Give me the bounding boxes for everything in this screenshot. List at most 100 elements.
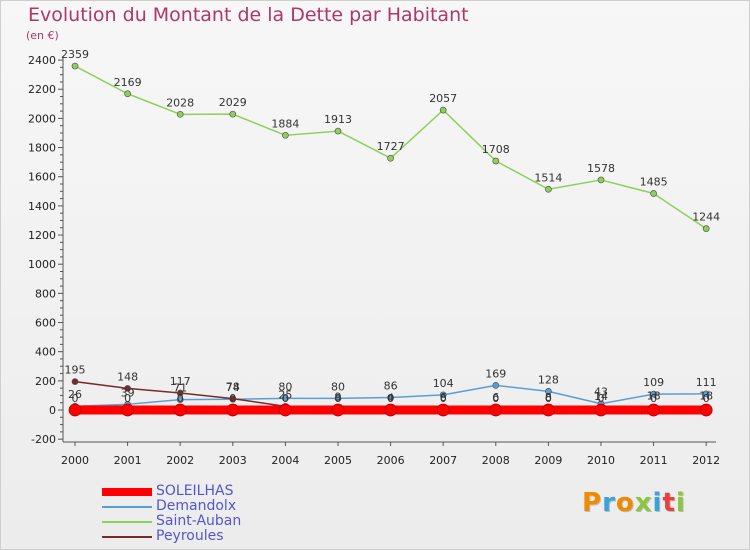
y-tick-label: 1200: [28, 229, 56, 242]
point-demandolx: [439, 391, 447, 399]
data-label-soleilhas: 0: [492, 392, 499, 405]
x-tick-label: 2001: [114, 454, 142, 467]
legend-swatch-saint-auban: [102, 521, 152, 523]
x-tick-label: 2010: [587, 454, 615, 467]
legend-swatch-soleilhas: [102, 488, 152, 496]
data-label-demandolx: 80: [278, 380, 292, 393]
y-tick-label: 800: [35, 287, 56, 300]
data-label-saint-auban: 1485: [640, 175, 668, 188]
point-saint-auban: [124, 90, 131, 98]
data-label-saint-auban: 1913: [324, 113, 352, 126]
data-label-saint-auban: 2028: [166, 96, 194, 109]
data-label-demandolx: 26: [68, 388, 82, 401]
point-soleilhas: [594, 403, 608, 417]
data-label-demandolx: 169: [485, 367, 506, 380]
x-tick-label: 2006: [377, 454, 405, 467]
point-peyroules: [71, 378, 79, 385]
data-label-demandolx: 43: [594, 386, 608, 399]
point-saint-auban: [387, 154, 394, 162]
point-soleilhas: [68, 403, 82, 417]
point-demandolx: [702, 390, 710, 398]
point-saint-auban: [439, 106, 447, 114]
x-tick-label: 2003: [219, 454, 247, 467]
data-label-soleilhas: 0: [177, 392, 184, 405]
point-peyroules: [229, 395, 237, 402]
data-label-peyroules: 8: [545, 391, 552, 404]
data-label-peyroules: 6: [440, 391, 447, 404]
chart-unit: (en €): [26, 29, 59, 42]
data-label-demandolx: 80: [331, 380, 345, 393]
data-label-demandolx: 74: [226, 381, 240, 394]
point-soleilhas: [173, 403, 187, 417]
point-soleilhas: [279, 403, 292, 417]
point-saint-auban: [545, 185, 552, 193]
data-label-demandolx: 86: [384, 379, 398, 392]
x-tick-label: 2004: [271, 454, 299, 467]
data-label-saint-auban: 1578: [587, 162, 615, 175]
x-tick-label: 2012: [692, 454, 720, 467]
data-label-peyroules: 14: [594, 390, 608, 403]
point-demandolx: [650, 390, 657, 398]
point-saint-auban: [334, 127, 342, 135]
y-tick-label: 1400: [28, 200, 56, 213]
axes: -200020040060080010001200140016001800200…: [28, 54, 720, 467]
y-tick-label: 1800: [28, 142, 56, 155]
x-tick-label: 2000: [61, 454, 89, 467]
point-saint-auban: [71, 62, 79, 70]
data-label-saint-auban: 2359: [61, 48, 89, 61]
y-tick-label: 1600: [28, 171, 56, 184]
x-tick-label: 2008: [482, 454, 510, 467]
chart-title: Evolution du Montant de la Dette par Hab…: [28, 4, 469, 26]
proxiti-logo: Proxiti: [582, 488, 686, 518]
point-soleilhas: [489, 403, 503, 417]
point-saint-auban: [702, 225, 710, 232]
point-saint-auban: [650, 190, 657, 197]
data-label-soleilhas: 0: [124, 392, 131, 405]
data-label-peyroules: 18: [699, 389, 713, 402]
data-label-demandolx: 71: [173, 382, 187, 395]
point-soleilhas: [647, 403, 660, 417]
data-label-saint-auban: 1727: [377, 140, 405, 153]
legend-label-demandolx: Demandolx: [156, 498, 237, 514]
data-label-soleilhas: 0: [703, 392, 710, 405]
data-label-soleilhas: 0: [440, 392, 447, 405]
data-label-peyroules: 18: [647, 389, 661, 402]
point-saint-auban: [176, 110, 184, 118]
data-label-peyroules: 9: [335, 391, 342, 404]
point-demandolx: [387, 394, 394, 401]
data-label-saint-auban: 2057: [429, 92, 457, 105]
point-soleilhas: [226, 403, 240, 417]
point-demandolx: [492, 382, 500, 389]
point-soleilhas: [699, 403, 713, 417]
data-label-demandolx: 109: [643, 376, 664, 389]
data-label-saint-auban: 1244: [692, 211, 720, 224]
x-tick-label: 2007: [429, 454, 457, 467]
data-label-peyroules: 148: [117, 370, 138, 383]
point-saint-auban: [492, 157, 500, 165]
data-label-soleilhas: 0: [282, 392, 289, 405]
x-tick-label: 2009: [534, 454, 562, 467]
y-tick-label: 600: [35, 317, 56, 330]
y-tick-label: 200: [35, 375, 56, 388]
legend-swatch-peyroules: [102, 536, 152, 538]
legend-label-saint-auban: Saint-Auban: [156, 513, 242, 529]
y-tick-label: 2200: [28, 83, 56, 96]
y-tick-label: 2000: [28, 112, 56, 125]
data-label-saint-auban: 2029: [219, 96, 247, 109]
y-tick-label: -200: [31, 433, 56, 446]
data-label-demandolx: 111: [696, 376, 717, 389]
point-soleilhas: [384, 403, 397, 417]
legend-label-soleilhas: SOLEILHAS: [156, 483, 234, 499]
data-label-peyroules: 25: [278, 388, 292, 401]
data-label-demandolx: 104: [433, 377, 454, 390]
data-label-peyroules: 6: [492, 391, 499, 404]
legend-swatch-demandolx: [102, 506, 152, 508]
data-label-demandolx: 39: [121, 386, 135, 399]
data-label-saint-auban: 1514: [534, 171, 562, 184]
data-label-demandolx: 128: [538, 373, 559, 386]
point-soleilhas: [121, 403, 134, 417]
y-tick-label: 400: [35, 346, 56, 359]
point-peyroules: [124, 385, 131, 392]
